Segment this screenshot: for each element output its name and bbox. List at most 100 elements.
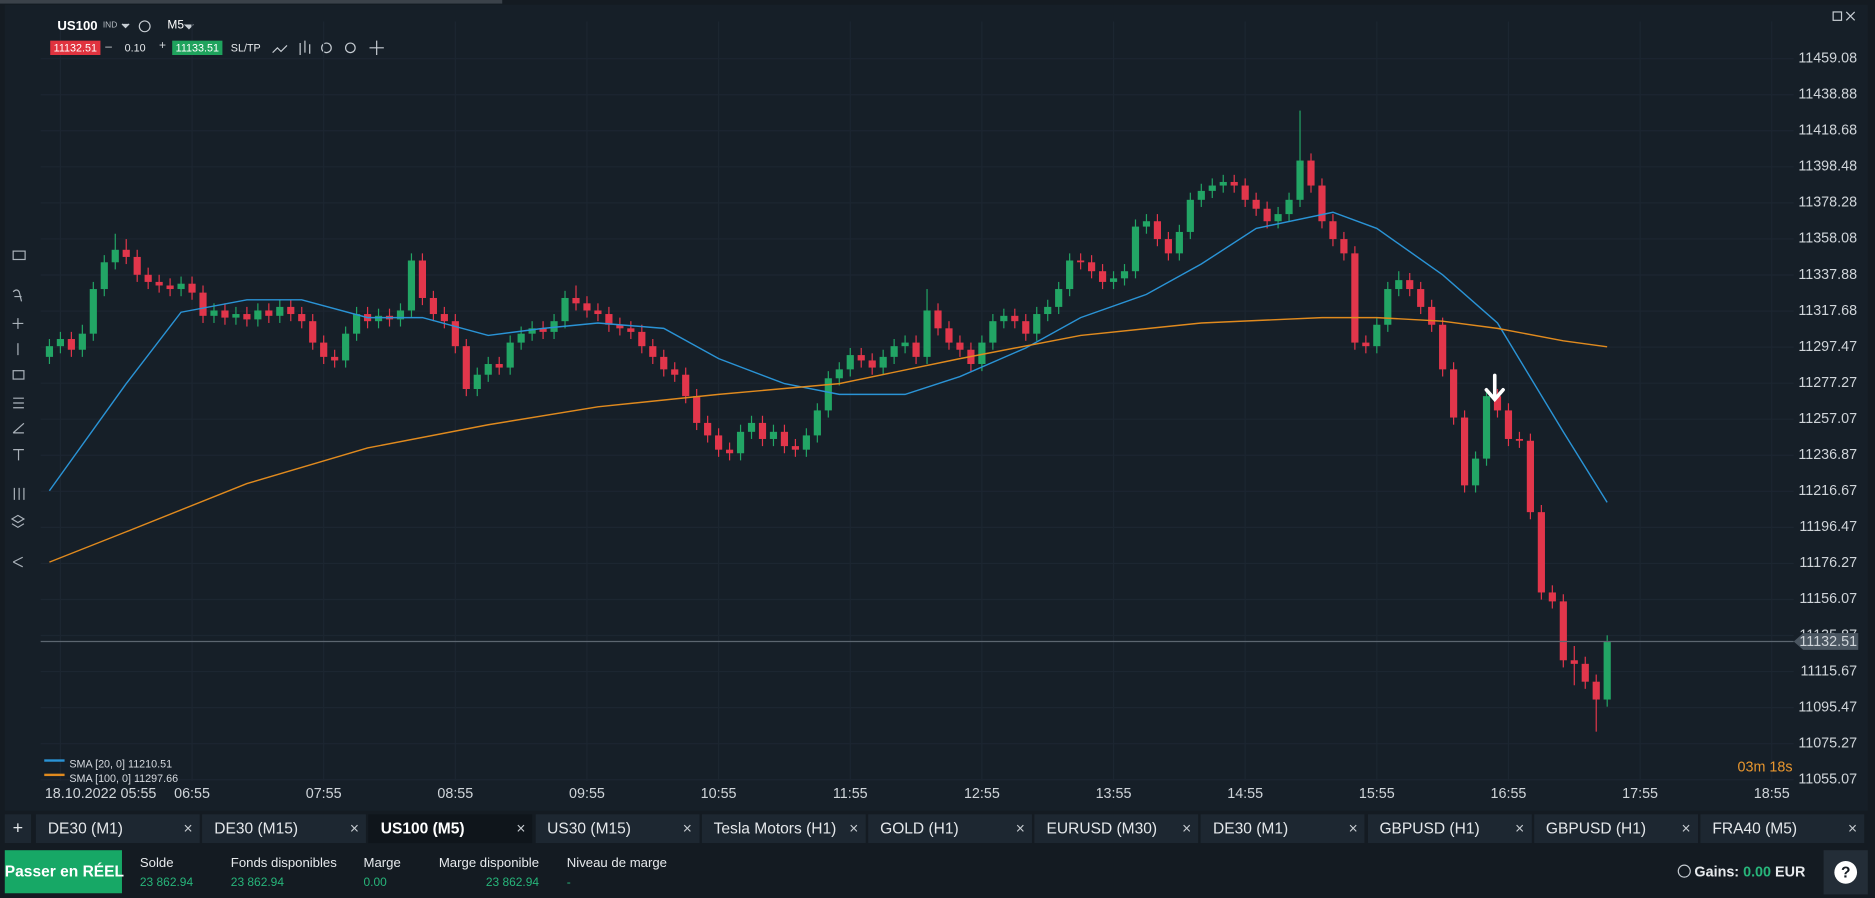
window-icon[interactable] [1832, 11, 1843, 21]
candle-body [122, 249, 130, 257]
lot-plus[interactable]: + [159, 39, 167, 53]
tab-close[interactable]: × [682, 819, 692, 838]
candle-body [1164, 239, 1172, 254]
tool-icon[interactable] [12, 250, 26, 261]
lot-size[interactable]: 0.10 [124, 41, 146, 54]
add-tab[interactable]: + [4, 814, 32, 844]
candle-body [539, 328, 547, 332]
tab-close[interactable]: × [1515, 819, 1525, 838]
candle-body [67, 339, 75, 350]
candle-body [1153, 221, 1162, 240]
candle-body [824, 378, 832, 411]
tab[interactable]: Tesla Motors (H1) × [701, 814, 866, 844]
info-icon[interactable] [1677, 864, 1691, 878]
tab-label: EURUSD (M30) [1046, 819, 1158, 838]
tab[interactable]: DE30 (M15) × [202, 814, 367, 844]
tab-close[interactable]: × [1348, 819, 1358, 838]
candle-body [495, 364, 503, 368]
tool-icon[interactable] [12, 422, 25, 434]
candle-body [462, 346, 470, 389]
tool-icon[interactable] [12, 556, 23, 568]
x-tick-label: 13:55 [1096, 786, 1132, 802]
field-value: 23 862.94 [230, 876, 285, 890]
dropdown-icon[interactable] [121, 23, 130, 29]
chart-type-icon[interactable] [272, 45, 288, 54]
timeframe[interactable]: M5 [167, 19, 185, 33]
tab-close[interactable]: × [349, 819, 359, 838]
tab[interactable]: EURUSD (M30) × [1034, 814, 1199, 844]
candle-body [232, 314, 240, 318]
zoom-out-icon[interactable] [321, 42, 332, 54]
tool-icon[interactable] [13, 397, 24, 409]
candle-body [605, 314, 613, 325]
y-tick-label: 11378.28 [1798, 195, 1857, 211]
info-icon[interactable] [138, 20, 151, 33]
candle-body [1011, 315, 1019, 322]
candle-body [923, 310, 931, 357]
tab-close[interactable]: × [1015, 819, 1025, 838]
lot-minus[interactable]: – [105, 40, 112, 54]
legend-entry: SMA [100, 0] 11297.66 [69, 772, 178, 784]
tab[interactable]: GBPUSD (H1) × [1533, 814, 1698, 844]
zoom-in-icon[interactable] [344, 42, 356, 54]
candle-body [451, 321, 459, 347]
candle-body [989, 321, 997, 343]
candle-body [1482, 396, 1491, 459]
tab[interactable]: FRA40 (M5) × [1700, 814, 1865, 844]
currency: EUR [1775, 863, 1806, 881]
indicator-icon[interactable] [299, 40, 311, 56]
ask-button[interactable]: 11133.51 [172, 40, 223, 56]
candle-body [561, 297, 569, 322]
candle-body [56, 339, 64, 347]
tab[interactable]: DE30 (M1) × [1201, 814, 1365, 844]
tool-icon[interactable] [13, 487, 25, 500]
tool-icon[interactable] [10, 514, 26, 529]
candle-body [715, 435, 723, 450]
tab-close[interactable]: × [516, 819, 526, 838]
tab-close[interactable]: × [1847, 819, 1858, 838]
candle-body [1285, 199, 1293, 215]
tool-icon[interactable] [12, 370, 25, 380]
candle-body [1055, 289, 1063, 307]
tab-label: Tesla Motors (H1) [713, 819, 837, 838]
candle-body [1362, 342, 1370, 347]
candle-body [353, 314, 361, 334]
close-window-icon[interactable] [1845, 11, 1856, 21]
candle-body [1406, 280, 1414, 290]
candle-body [956, 342, 964, 350]
legend-label: SMA [100, 0] [69, 772, 131, 785]
tab[interactable]: US100 (M5) × [368, 814, 533, 844]
sl-tp-button[interactable]: SL/TP [230, 41, 261, 54]
y-tick-label: 11398.48 [1798, 159, 1857, 175]
tab[interactable]: DE30 (M1) × [35, 814, 200, 844]
candle-body [1351, 253, 1359, 343]
tool-icon[interactable] [12, 318, 24, 329]
tab-close[interactable]: × [1681, 819, 1691, 838]
dropdown-icon[interactable] [183, 24, 194, 30]
tab-close[interactable]: × [1182, 819, 1192, 838]
tab[interactable]: GBPUSD (H1) × [1367, 814, 1532, 844]
candle-body [1022, 321, 1030, 334]
field-label: Fonds disponibles [230, 856, 337, 871]
tab-close[interactable]: × [849, 819, 859, 838]
tab[interactable]: GOLD (H1) × [868, 814, 1032, 844]
crosshair-icon[interactable] [369, 40, 384, 56]
account-field: Solde 23 862.94 [140, 856, 193, 889]
tool-icon[interactable] [13, 449, 24, 461]
instrument[interactable]: US100 [57, 19, 98, 34]
candle-body [1230, 181, 1238, 186]
candle-body [846, 355, 854, 370]
tab-close[interactable]: × [183, 819, 193, 838]
candle-body [1318, 185, 1326, 222]
candle-body [276, 306, 284, 316]
help-button[interactable]: ? [1834, 860, 1858, 884]
tool-icon[interactable] [12, 289, 23, 302]
field-label: Marge disponible [438, 856, 540, 871]
bid-button[interactable]: 11132.51 [50, 40, 101, 56]
go-live-button[interactable]: Passer en RÉEL [4, 850, 124, 894]
plot: 11055.0711075.2711095.4711115.6711135.87… [40, 21, 1859, 802]
current-price-label: 11132.51 [1799, 634, 1857, 650]
candle-body [1219, 181, 1227, 186]
tab[interactable]: US30 (M15) × [535, 814, 700, 844]
